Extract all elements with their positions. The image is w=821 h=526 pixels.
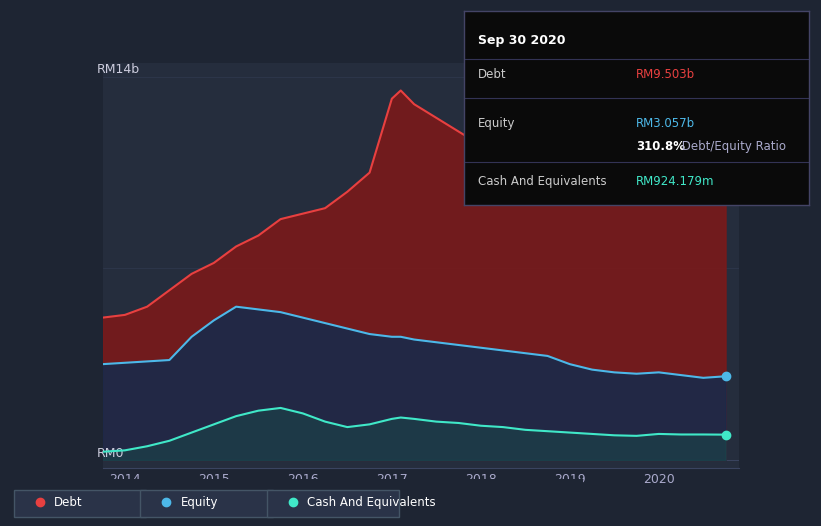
Text: Equity: Equity [181,496,218,509]
Text: 310.8%: 310.8% [636,140,686,153]
Text: Sep 30 2020: Sep 30 2020 [478,34,565,47]
Text: RM14b: RM14b [96,63,140,76]
Text: RM924.179m: RM924.179m [636,175,715,188]
Text: Debt/Equity Ratio: Debt/Equity Ratio [677,140,786,153]
FancyBboxPatch shape [140,490,273,518]
FancyBboxPatch shape [267,490,399,518]
Text: RM0: RM0 [96,447,124,460]
Text: Debt: Debt [478,68,507,81]
Text: RM9.503b: RM9.503b [636,68,695,81]
Text: RM3.057b: RM3.057b [636,117,695,130]
Text: Cash And Equivalents: Cash And Equivalents [478,175,606,188]
Text: Cash And Equivalents: Cash And Equivalents [307,496,436,509]
Text: Equity: Equity [478,117,515,130]
FancyBboxPatch shape [14,490,146,518]
Text: Debt: Debt [54,496,83,509]
